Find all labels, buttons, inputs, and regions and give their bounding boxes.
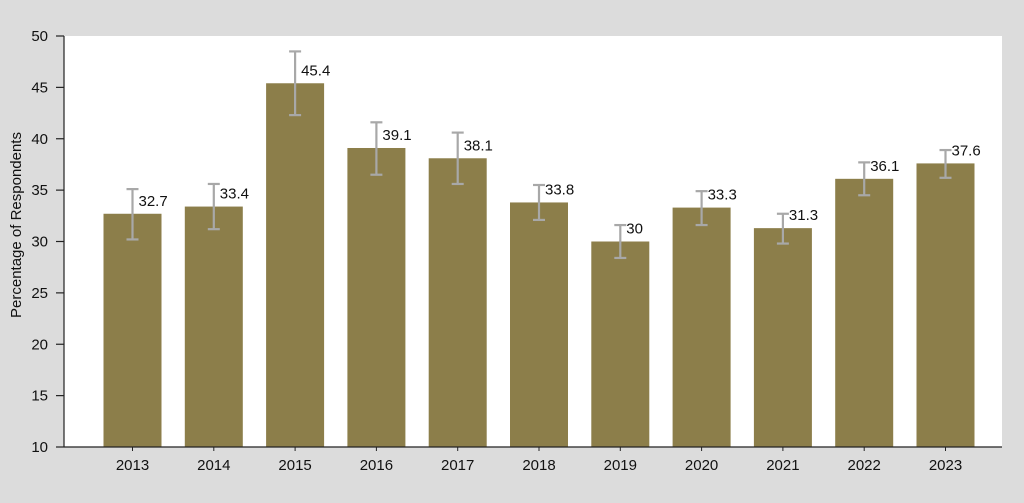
error-bar-2023 (939, 148, 952, 179)
y-tick-label-25: 25 (31, 285, 48, 302)
x-tick-label-2018: 2018 (522, 457, 555, 474)
x-axis: 2013 2014 2015 2016 2017 2018 2019 2020 2021 2022… (64, 446, 1002, 474)
error-bar-2021 (776, 212, 789, 245)
error-bar-2013 (126, 187, 139, 241)
y-tick-label-45: 45 (31, 79, 48, 96)
x-tick-label-2013: 2013 (116, 457, 149, 474)
y-axis: 10 15 20 25 30 35 40 45 50 (31, 28, 65, 456)
error-bars (126, 50, 952, 260)
error-bar-2019 (614, 223, 627, 260)
data-label-2022: 36.1 (870, 158, 899, 175)
data-label-2019: 30 (626, 221, 643, 238)
y-tick-label-15: 15 (31, 388, 48, 405)
bar-2020 (672, 207, 731, 447)
data-label-2013: 32.7 (139, 193, 168, 210)
data-label-2016: 39.1 (382, 127, 411, 144)
bar-2016 (347, 147, 406, 447)
x-tick-label-2020: 2020 (685, 457, 718, 474)
bar-2015 (266, 83, 325, 447)
x-tick-label-2019: 2019 (604, 457, 637, 474)
data-label-2017: 38.1 (464, 137, 493, 154)
bars (103, 83, 975, 447)
x-tick-label-2022: 2022 (848, 457, 881, 474)
y-tick-label-40: 40 (31, 131, 48, 148)
bar-2022 (835, 178, 894, 447)
data-label-2014: 33.4 (220, 186, 249, 203)
bar-2021 (753, 228, 812, 447)
x-tick-label-2021: 2021 (766, 457, 799, 474)
error-bar-2022 (858, 161, 871, 197)
error-bar-2017 (451, 131, 464, 186)
error-bar-2015 (289, 50, 302, 117)
error-bar-2018 (533, 183, 545, 222)
bar-2019 (591, 241, 650, 447)
bar-2023 (916, 163, 975, 447)
bar-2017 (428, 158, 487, 447)
x-tick-label-2017: 2017 (441, 457, 474, 474)
data-label-2023: 37.6 (952, 142, 981, 159)
bar-2018 (510, 202, 568, 447)
y-axis-title: Percentage of Respondents (8, 132, 25, 318)
bar-2013 (103, 213, 162, 447)
y-tick-label-20: 20 (31, 336, 48, 353)
y-tick-label-50: 50 (31, 28, 48, 45)
y-tick-label-30: 30 (31, 234, 48, 251)
x-tick-label-2016: 2016 (360, 457, 393, 474)
data-label-2021: 31.3 (789, 207, 818, 224)
x-tick-label-2014: 2014 (197, 457, 230, 474)
data-label-2018: 33.8 (545, 181, 574, 198)
y-tick-label-35: 35 (31, 182, 48, 199)
error-bar-2020 (695, 190, 708, 227)
x-tick-label-2023: 2023 (929, 457, 962, 474)
x-tick-label-2015: 2015 (278, 457, 311, 474)
error-bar-2014 (207, 182, 220, 231)
y-tick-label-10: 10 (31, 439, 48, 456)
error-bar-2016 (370, 121, 383, 176)
data-label-2015: 45.4 (301, 62, 330, 79)
data-labels: 32.7 33.4 45.4 39.1 38.1 33.8 30 33.3 31.3 36.1 37… (139, 62, 981, 237)
data-label-2020: 33.3 (708, 187, 737, 204)
bar-2014 (184, 206, 243, 447)
